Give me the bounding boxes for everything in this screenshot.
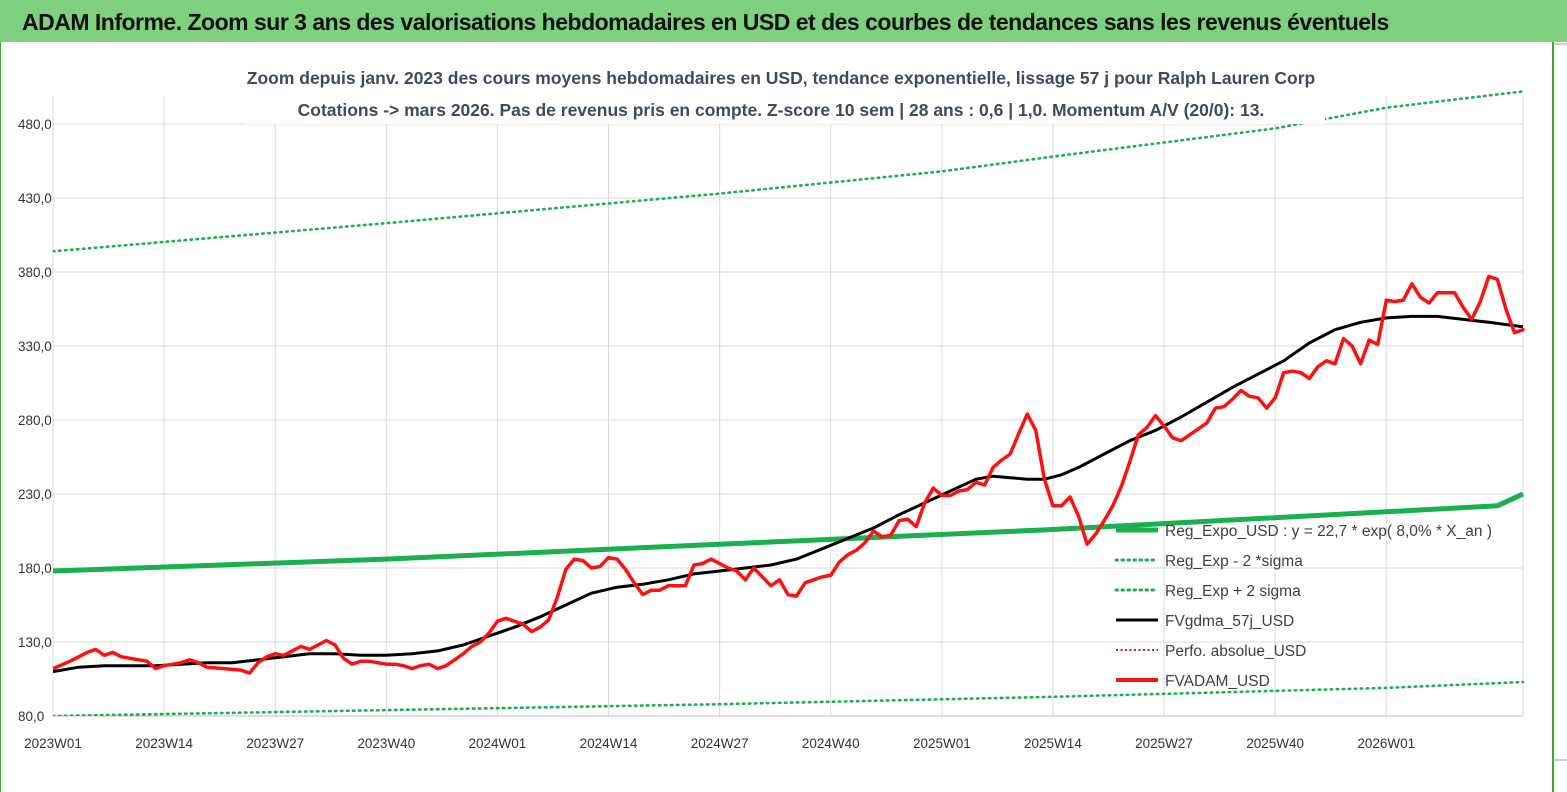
x-tick-label: 2025W01 bbox=[913, 736, 971, 751]
y-tick-label: 230,0 bbox=[18, 487, 52, 502]
series-reg-expo bbox=[53, 491, 1525, 574]
series-fvadam bbox=[53, 274, 1525, 675]
y-tick-label: 130,0 bbox=[18, 635, 52, 650]
legend-label-fvgdma: FVgdma_57j_USD bbox=[1165, 613, 1294, 630]
x-tick-label: 2023W27 bbox=[246, 736, 304, 751]
x-tick-label: 2025W14 bbox=[1024, 736, 1082, 751]
legend-label-reg-exp-plus: Reg_Exp + 2 sigma bbox=[1165, 583, 1301, 600]
y-tick-label: 380,0 bbox=[18, 265, 52, 280]
x-tick-label: 2024W27 bbox=[691, 736, 749, 751]
y-tick-label: 180,0 bbox=[18, 561, 52, 576]
title-background bbox=[245, 62, 1325, 124]
legend-label-perfo: Perfo. absolue_USD bbox=[1165, 643, 1306, 660]
legend-label-fvadam: FVADAM_USD bbox=[1165, 673, 1270, 690]
legend-item-fvgdma: FVgdma_57j_USD bbox=[1116, 613, 1294, 630]
legend-item-reg-exp-minus: Reg_Exp - 2 *sigma bbox=[1114, 553, 1303, 570]
legend: Reg_Expo_USD : y = 22,7 * exp( 8,0% * X_… bbox=[1114, 523, 1492, 690]
y-tick-label: 430,0 bbox=[18, 191, 52, 206]
series-fvgdma bbox=[53, 314, 1524, 674]
y-axis-tick-labels: 80,0 130,0 180,0 230,0 280,0 330,0 380,0 430,0 4… bbox=[18, 117, 52, 724]
x-tick-label: 2023W01 bbox=[24, 736, 82, 751]
x-tick-label: 2026W01 bbox=[1357, 736, 1415, 751]
legend-item-fvadam: FVADAM_USD bbox=[1116, 673, 1270, 690]
report-banner: ADAM Informe. Zoom sur 3 ans des valoris… bbox=[0, 0, 1567, 42]
x-tick-label: 2023W40 bbox=[357, 736, 415, 751]
y-tick-label: 80,0 bbox=[18, 709, 44, 724]
x-axis-tick-labels: 2023W01 2023W14 2023W27 2023W40 2024W01 2024W… bbox=[24, 736, 1415, 751]
x-tick-label: 2024W40 bbox=[802, 736, 860, 751]
x-tick-label: 2025W40 bbox=[1246, 736, 1304, 751]
x-tick-label: 2024W14 bbox=[580, 736, 638, 751]
plot-background bbox=[0, 42, 1567, 792]
legend-label-reg-expo: Reg_Expo_USD : y = 22,7 * exp( 8,0% * X_… bbox=[1165, 523, 1492, 540]
x-tick-label: 2024W01 bbox=[469, 736, 527, 751]
y-tick-label: 330,0 bbox=[18, 339, 52, 354]
chart-title-line2: Cotations -> mars 2026. Pas de revenus p… bbox=[298, 100, 1265, 120]
legend-item-perfo: Perfo. absolue_USD bbox=[1116, 643, 1306, 660]
legend-item-reg-exp-plus: Reg_Exp + 2 sigma bbox=[1114, 583, 1301, 600]
y-tick-label: 480,0 bbox=[18, 117, 52, 132]
legend-item-reg-expo: Reg_Expo_USD : y = 22,7 * exp( 8,0% * X_… bbox=[1116, 523, 1492, 540]
series-lines bbox=[53, 90, 1525, 716]
series-reg-exp-minus-2sigma bbox=[53, 680, 1525, 716]
series-reg-exp-plus-2sigma bbox=[53, 90, 1525, 253]
y-tick-label: 280,0 bbox=[18, 413, 52, 428]
legend-label-reg-exp-minus: Reg_Exp - 2 *sigma bbox=[1165, 553, 1303, 570]
x-tick-label: 2023W14 bbox=[135, 736, 193, 751]
grid-lines bbox=[52, 96, 1524, 716]
chart-title-line1: Zoom depuis janv. 2023 des cours moyens … bbox=[247, 68, 1315, 88]
x-tick-label: 2025W27 bbox=[1135, 736, 1193, 751]
